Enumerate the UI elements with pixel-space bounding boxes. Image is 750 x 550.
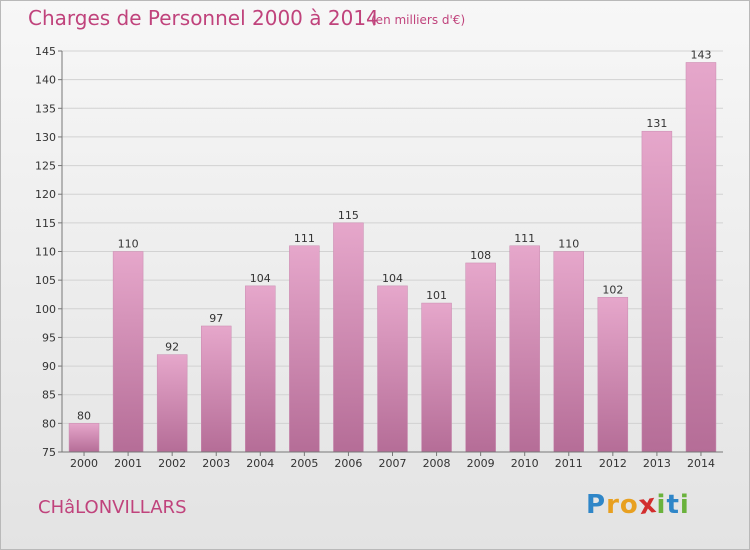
data-labels: 80 110 92 97 104 111 115 104 101 108 111 110 102 131 1… bbox=[77, 48, 711, 422]
x-tick-label: 2007 bbox=[379, 457, 407, 470]
bar-2008[interactable] bbox=[421, 302, 452, 453]
x-tick-label: 2000 bbox=[70, 457, 98, 470]
data-label: 80 bbox=[77, 409, 91, 422]
y-tick-label: 130 bbox=[35, 131, 56, 144]
logo-letter: x bbox=[636, 488, 659, 522]
logo-letter: P bbox=[586, 490, 607, 520]
data-label: 131 bbox=[646, 117, 667, 130]
bar-2002[interactable] bbox=[156, 354, 188, 453]
data-label: 110 bbox=[118, 238, 139, 251]
data-label: 104 bbox=[250, 272, 271, 285]
data-label: 108 bbox=[470, 249, 491, 262]
bar-2013[interactable] bbox=[641, 130, 673, 453]
data-label: 101 bbox=[426, 289, 447, 302]
bar-2011[interactable] bbox=[553, 251, 584, 453]
bar-2000[interactable] bbox=[68, 423, 100, 453]
proxiti-logo[interactable]: Proxiti bbox=[586, 488, 690, 522]
logo-letter: o bbox=[619, 490, 639, 520]
y-tick-label: 135 bbox=[35, 102, 56, 115]
y-tick-label: 115 bbox=[35, 217, 56, 230]
y-tick-label: 140 bbox=[35, 74, 56, 87]
bar-2001[interactable] bbox=[112, 251, 144, 453]
logo-letter: i bbox=[679, 490, 690, 520]
x-tick-label: 2006 bbox=[334, 457, 362, 470]
bar-2014[interactable] bbox=[685, 62, 717, 453]
bars bbox=[68, 62, 717, 453]
x-tick-label: 2014 bbox=[687, 457, 715, 470]
x-tick-label: 2010 bbox=[511, 457, 539, 470]
x-tick-label: 2004 bbox=[246, 457, 274, 470]
y-tick-label: 145 bbox=[35, 45, 56, 58]
x-tick-label: 2002 bbox=[158, 457, 186, 470]
commune-name: CHâLONVILLARS bbox=[38, 497, 187, 518]
x-tick-label: 2008 bbox=[423, 457, 451, 470]
y-tick-label: 105 bbox=[35, 274, 56, 287]
x-tick-label: 2011 bbox=[555, 457, 583, 470]
bar-2004[interactable] bbox=[245, 285, 276, 453]
data-label: 115 bbox=[338, 209, 359, 222]
x-tick-label: 2005 bbox=[290, 457, 318, 470]
x-tick-label: 2001 bbox=[114, 457, 142, 470]
y-tick-label: 120 bbox=[35, 188, 56, 201]
chart-subtitle: (en milliers d'€) bbox=[371, 13, 466, 27]
data-label: 97 bbox=[209, 312, 223, 325]
data-label: 110 bbox=[558, 238, 579, 251]
bar-2010[interactable] bbox=[509, 245, 540, 453]
data-label: 111 bbox=[514, 232, 535, 245]
y-tick-label: 80 bbox=[42, 417, 56, 430]
logo-letter: t bbox=[666, 490, 680, 520]
x-tick-label: 2003 bbox=[202, 457, 230, 470]
y-tick-label: 85 bbox=[42, 389, 56, 402]
y-tick-label: 125 bbox=[35, 160, 56, 173]
data-label: 111 bbox=[294, 232, 315, 245]
data-label: 143 bbox=[690, 48, 711, 61]
x-tick-label: 2009 bbox=[467, 457, 495, 470]
data-label: 102 bbox=[602, 283, 623, 296]
data-label: 92 bbox=[165, 341, 179, 354]
axes: 75 80 85 90 95 100 105 110 115 120 125 130 135 140 145… bbox=[35, 45, 723, 470]
bar-2005[interactable] bbox=[289, 245, 320, 453]
logo-letter: r bbox=[606, 490, 620, 520]
chart-title: Charges de Personnel 2000 à 2014 bbox=[28, 6, 379, 30]
y-tick-label: 90 bbox=[42, 360, 56, 373]
bar-2012[interactable] bbox=[597, 297, 629, 453]
bar-2007[interactable] bbox=[377, 285, 408, 453]
bar-2003[interactable] bbox=[201, 325, 232, 453]
logo-letter: i bbox=[656, 490, 667, 520]
y-tick-label: 110 bbox=[35, 246, 56, 259]
y-tick-label: 75 bbox=[42, 446, 56, 459]
x-tick-label: 2012 bbox=[599, 457, 627, 470]
bar-2009[interactable] bbox=[465, 262, 496, 453]
bar-2006[interactable] bbox=[333, 222, 364, 453]
y-tick-label: 100 bbox=[35, 303, 56, 316]
data-label: 104 bbox=[382, 272, 403, 285]
x-tick-label: 2013 bbox=[643, 457, 671, 470]
y-tick-label: 95 bbox=[42, 331, 56, 344]
